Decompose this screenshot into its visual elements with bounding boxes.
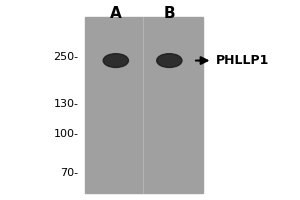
Text: 130-: 130- bbox=[54, 99, 79, 109]
Bar bbox=[85, 17, 203, 193]
Text: 70-: 70- bbox=[61, 168, 79, 178]
Ellipse shape bbox=[157, 54, 182, 67]
Ellipse shape bbox=[103, 54, 128, 67]
Text: 100-: 100- bbox=[54, 129, 79, 139]
Text: A: A bbox=[110, 6, 122, 21]
Text: 250-: 250- bbox=[53, 52, 79, 62]
Text: B: B bbox=[164, 6, 175, 21]
Text: PHLLP1: PHLLP1 bbox=[215, 54, 269, 67]
